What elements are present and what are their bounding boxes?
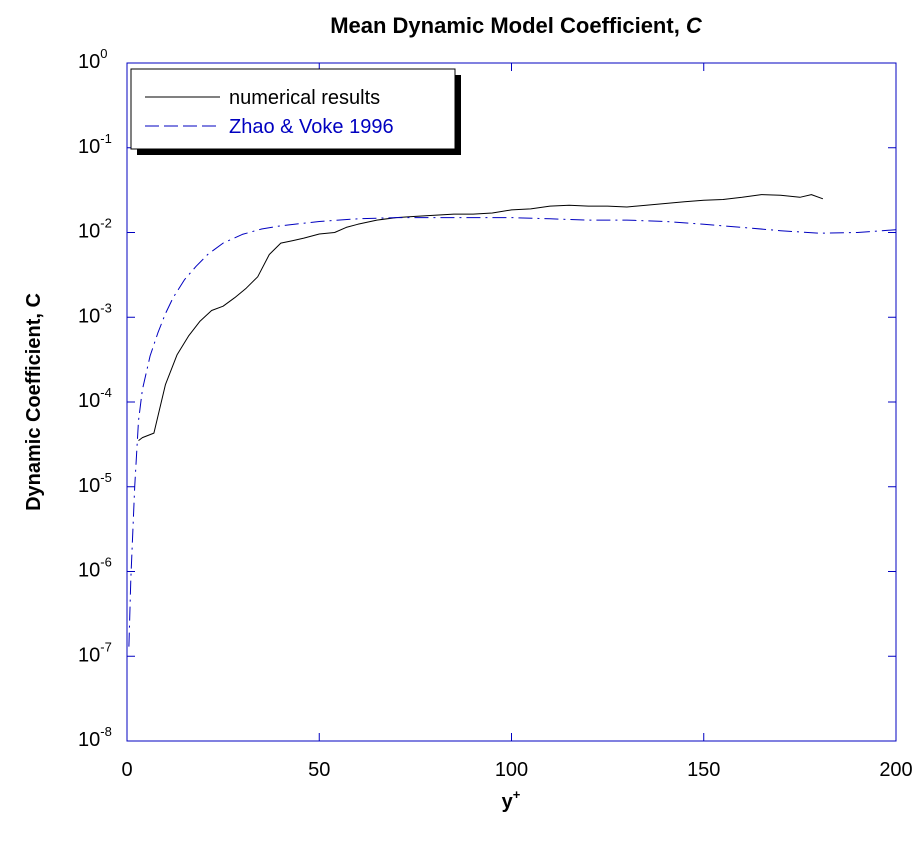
y-tick-label: 100: [78, 46, 107, 73]
y-tick-label: 10-4: [78, 385, 112, 412]
x-tick-label: 50: [308, 759, 330, 781]
x-tick-label: 0: [121, 759, 132, 781]
chart-title: Mean Dynamic Model Coefficient, C: [330, 13, 703, 38]
y-tick-label: 10-1: [78, 131, 112, 158]
y-tick-label: 10-3: [78, 300, 112, 327]
x-axis: 0 50 100 150 200: [121, 63, 913, 781]
y-tick-label: 10-5: [78, 470, 112, 497]
y-tick-label: 10-6: [78, 555, 112, 582]
legend: numerical results Zhao & Voke 1996: [130, 68, 461, 155]
x-tick-label: 100: [495, 759, 528, 781]
x-tick-label: 150: [687, 759, 720, 781]
y-tick-label: 10-8: [78, 724, 112, 751]
legend-label-numerical: numerical results: [229, 87, 380, 109]
x-tick-label: 200: [879, 759, 912, 781]
y-tick-label: 10-2: [78, 216, 112, 243]
legend-box: [130, 68, 456, 150]
y-tick-label: 10-7: [78, 639, 112, 666]
series-line-zhao-voke-1996: [128, 217, 897, 647]
plot-area: [126, 62, 897, 742]
legend-label-zhao: Zhao & Voke 1996: [229, 116, 394, 138]
y-axis: 100 10-1 10-2 10-3 10-4 10-5 10-6 10-7 10-8: [78, 46, 896, 751]
x-axis-label: y+: [502, 787, 521, 813]
series-group: [128, 194, 897, 647]
series-line-numerical-results: [138, 194, 824, 441]
y-axis-label: Dynamic Coefficient, C: [23, 293, 45, 511]
